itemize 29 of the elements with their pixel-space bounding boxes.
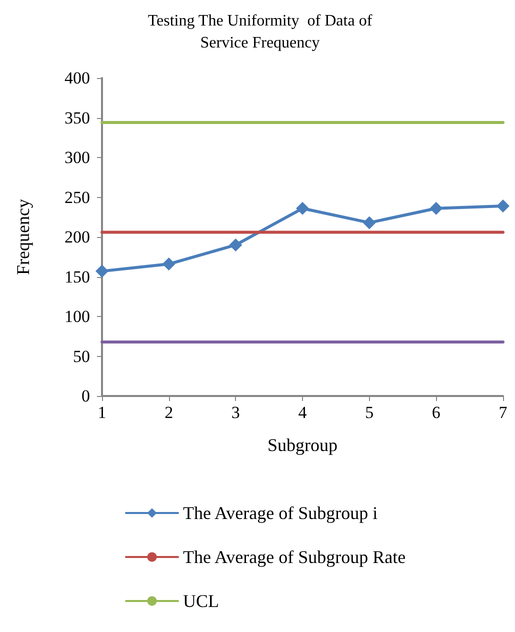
x-tick-label: 4: [298, 403, 308, 422]
point: [362, 216, 376, 230]
y-tick-label: 350: [64, 108, 90, 128]
point: [229, 238, 242, 252]
point: [496, 199, 510, 212]
y-tick-label: 100: [64, 307, 90, 326]
chart-title: Testing The Uniformity of Data of Service Frequency: [148, 12, 373, 52]
x-axis-title: Subgroup: [267, 435, 338, 455]
point: [296, 202, 309, 215]
y-tick-label: 0: [82, 386, 90, 406]
point: [162, 258, 176, 271]
x-tick-label: 5: [365, 403, 374, 422]
legend-label: UCL: [183, 591, 219, 611]
x-tick-label: 2: [164, 403, 174, 422]
y-tick-label: 150: [64, 267, 90, 286]
point: [96, 264, 108, 278]
y-tick-label: 300: [64, 148, 90, 167]
y-tick-label: 250: [64, 188, 90, 207]
y-tick-label: 400: [64, 68, 90, 88]
point: [430, 202, 443, 215]
y-tick-label: 200: [64, 228, 90, 246]
x-tick-label: 6: [432, 403, 440, 422]
y-axis-title: Frequency: [13, 199, 33, 275]
y-tick-label: 50: [73, 346, 90, 366]
x-tick-label: 7: [498, 403, 508, 422]
x-tick-label: 1: [98, 403, 106, 422]
legend-label: The Average of Subgroup i: [183, 503, 378, 523]
x-tick-label: 3: [231, 403, 240, 422]
legend-label: The Average of Subgroup Rate: [183, 547, 406, 567]
